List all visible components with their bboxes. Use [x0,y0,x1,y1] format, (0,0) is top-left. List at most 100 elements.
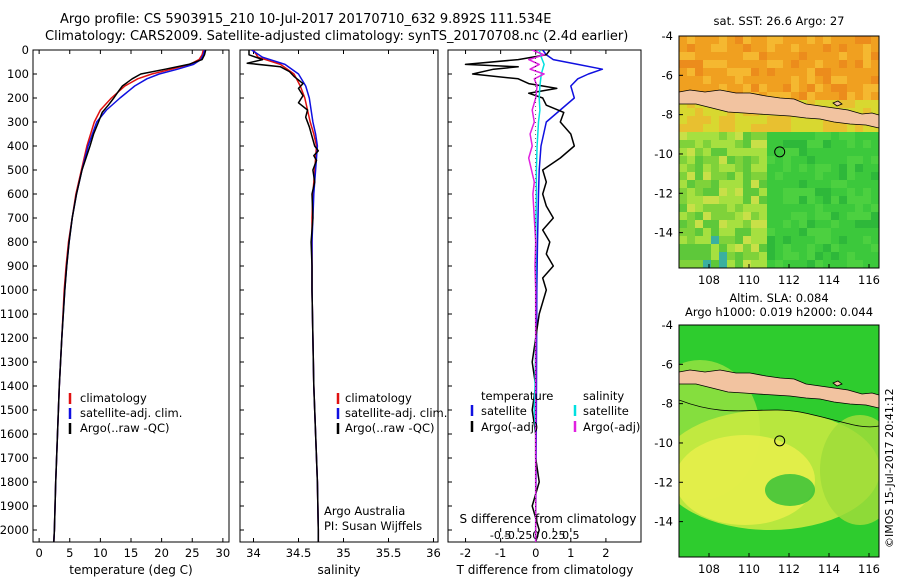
difference-s-title: S difference from climatology [460,512,637,526]
sst-cell [687,116,695,124]
sst-cell [831,84,839,92]
sst-cell [863,220,871,228]
sst-cell [831,60,839,68]
sst-cell [847,60,855,68]
sst-cell [735,228,743,236]
sst-cell [727,68,735,76]
sst-cell [847,220,855,228]
sst-cell [687,180,695,188]
sst-cell [775,204,783,212]
sst-cell [815,76,823,84]
sst-cell [679,36,687,44]
sst-cell [727,140,735,148]
map-lon-tick-label: 114 [818,562,840,576]
sst-cell [703,244,711,252]
sst-cell [759,148,767,156]
sst-cell [847,84,855,92]
sst-cell [759,36,767,44]
sst-cell [727,196,735,204]
sst-cell [815,244,823,252]
sst-cell [815,260,823,268]
sst-cell [775,252,783,260]
sst-cell [751,212,759,220]
s-tick-label: 0.5 [562,529,580,542]
sst-cell [831,36,839,44]
sst-cell [855,204,863,212]
legend-header-temperature: temperature [481,389,553,403]
sst-cell [695,132,703,140]
sst-cell [735,260,743,268]
sst-cell [687,244,695,252]
sst-cell [727,76,735,84]
sst-cell [791,172,799,180]
map-lat-tick-label: -14 [654,515,673,529]
sst-cell [863,92,871,100]
sst-cell [743,172,751,180]
sst-cell [839,44,847,52]
sst-cell [791,164,799,172]
sst-cell [831,244,839,252]
sst-cell [719,180,727,188]
sst-cell [759,84,767,92]
sst-cell [695,244,703,252]
map-lat-tick-label: -6 [662,68,673,82]
sst-cell [839,204,847,212]
sst-cell [815,180,823,188]
sst-cell [695,148,703,156]
legend-label-satellite: satellite-adj. clim. [80,406,182,420]
sst-cell [839,76,847,84]
sst-cell [855,52,863,60]
sst-cell [743,36,751,44]
sst-cell [847,164,855,172]
sst-cell [855,172,863,180]
sst-cell [855,108,863,116]
sst-cell [695,156,703,164]
sst-cell [863,204,871,212]
sst-cell [775,140,783,148]
sst-cell [831,44,839,52]
sst-cell [807,212,815,220]
sst-cell [695,36,703,44]
sst-cell [871,36,879,44]
x-tick-label: 5 [66,546,73,560]
sst-cell [863,252,871,260]
sst-cell [743,76,751,84]
sst-cell [839,68,847,76]
sst-cell [711,212,719,220]
sst-cell [767,180,775,188]
sst-cell [679,212,687,220]
sst-cell [719,212,727,220]
sst-cell [759,60,767,68]
sst-cell [767,44,775,52]
sst-cell [775,236,783,244]
sst-cell [695,164,703,172]
sst-cell [799,244,807,252]
temperature-plot-frame [32,49,230,543]
sst-cell [743,260,751,268]
sst-cell [815,36,823,44]
temperature-legend: climatology satellite-adj. clim. Argo(..… [68,391,182,435]
sst-cell [815,140,823,148]
sst-cell [711,148,719,156]
sst-cell [783,244,791,252]
sst-cell [839,212,847,220]
sst-cell [871,212,879,220]
sst-cell [783,228,791,236]
sst-cell [775,220,783,228]
sst-cell [719,236,727,244]
sst-cell [855,244,863,252]
sst-cell [831,236,839,244]
sst-cell [839,244,847,252]
sst-cell [775,148,783,156]
sst-cell [719,156,727,164]
series-argo-raw-qc [53,50,207,542]
sst-cell [687,52,695,60]
legend-label-climatology: climatology [80,391,147,405]
sst-cell [711,164,719,172]
sst-cell [703,236,711,244]
sst-cell [791,196,799,204]
sst-cell [711,196,719,204]
legend-header-salinity: salinity [583,389,624,403]
sst-cell [863,36,871,44]
sst-cell [727,124,735,132]
